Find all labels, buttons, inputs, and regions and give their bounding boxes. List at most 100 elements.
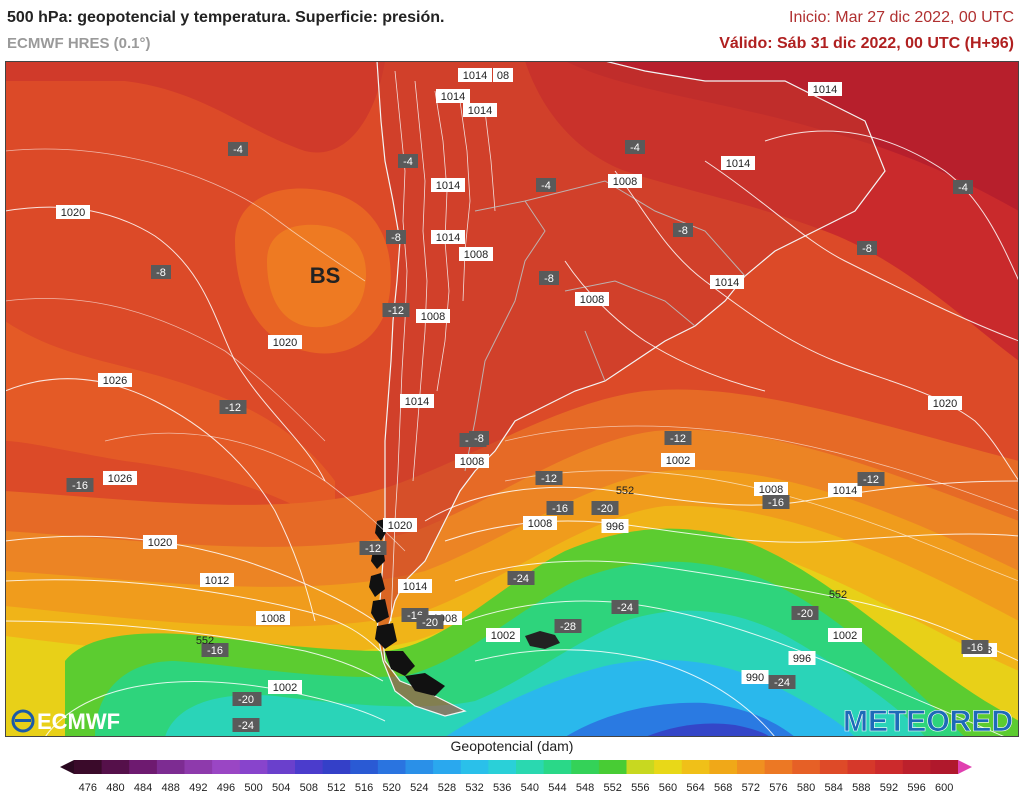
temperature-label-box [961,640,989,654]
temperature-label: -28 [560,621,576,633]
scale-tick-label: 492 [189,782,207,794]
temperature-label: -4 [630,142,640,154]
map-canvas: BS 1014 081014101410141014100810141020101… [5,61,1019,737]
temperature-label: -24 [238,720,254,732]
scale-swatch [350,760,379,774]
pressure-label: 1008 [421,311,445,323]
pressure-label: 1014 [463,70,487,82]
temperature-label-box [416,615,444,629]
temperature-label: -16 [768,497,784,509]
temperature-label: -4 [958,182,968,194]
temperature-label-box [66,478,94,492]
scale-tick-label: 480 [106,782,124,794]
temperature-label-box [673,223,693,237]
pressure-label: 1014 [833,485,857,497]
scale-tick-label: 588 [852,782,870,794]
scale-swatch [322,760,351,774]
temperature-label-box [232,718,260,732]
scale-swatch [156,760,185,774]
pressure-label: 1008 [528,518,552,530]
pressure-label-box [200,573,234,587]
temperature-label-box [386,230,406,244]
pressure-label: 1012 [205,575,229,587]
south-america-landmass [376,61,886,717]
scale-swatch [433,760,462,774]
scale-tick-label: 512 [327,782,345,794]
pressure-label-box [98,373,132,387]
temperature-label: -16 [967,642,983,654]
scale-tick-label: 576 [769,782,787,794]
contour-labels: 552 552 552 [196,485,847,647]
scale-swatch [902,760,931,774]
band-592 [565,61,1019,211]
temperature-label: -8 [391,232,401,244]
pressure-label: 1020 [933,398,957,410]
pressure-label: 1020 [148,537,172,549]
header: 500 hPa: geopotencial y temperatura. Sup… [0,0,1024,60]
pressure-label: 1014 [441,91,465,103]
pressure-label-box [103,471,137,485]
temperature-label: -8 [544,273,554,285]
temperature-label: -4 [403,156,413,168]
temperature-label-box [539,271,559,285]
pressure-label-box [754,482,788,496]
falkland-islands [525,631,560,649]
temperature-label: -20 [238,694,254,706]
pressure-label-box [383,518,417,532]
pressure-label: 1014 [436,232,460,244]
pressure-label: 1014 [436,180,460,192]
pressure-label-box [486,628,520,642]
pressure-label: 1014 [715,277,739,289]
pressure-label: 996 [606,521,624,533]
cutoff-low-label: BS [310,263,341,288]
temperature-label-box [591,501,619,515]
pressure-label: 1020 [388,520,412,532]
isobars [5,130,1019,737]
temperature-label: -4 [541,180,551,192]
map-title: 500 hPa: geopotencial y temperatura. Sup… [7,9,445,26]
scale-swatch [129,760,158,774]
contour-552-label: 552 [196,635,214,647]
scale-swatch [239,760,268,774]
pressure-label: 1002 [491,630,515,642]
scale-swatch [847,760,876,774]
temperature-label-box [359,541,387,555]
temperature-label-box [201,643,229,657]
scale-tick-label: 596 [907,782,925,794]
valid-time: Válido: Sáb 31 dic 2022, 00 UTC (H+96) [719,35,1014,52]
temperature-label-box [382,303,410,317]
pressure-label-box [431,230,465,244]
temperature-label: -16 [207,645,223,657]
temperature-label: -12 [863,474,879,486]
pressure-label: 1008 [464,249,488,261]
pressure-label-box [828,628,862,642]
temperature-labels: -4 -4 -4 -4 -4 -8 -8 -8 -8 -8 -12 -12 -12 -8 -12 -12 -12… [66,140,989,732]
scale-swatch [819,760,848,774]
scale-swatch [460,760,489,774]
band-512 [645,723,770,737]
scale-tick-label: 560 [659,782,677,794]
scale-tick-label: 516 [355,782,373,794]
pressure-label: 1008 [759,484,783,496]
pressure-label: 990 [746,672,764,684]
temperature-label-box [857,241,877,255]
pressure-label-box [661,453,695,467]
pressure-label-box [436,89,470,103]
pressure-label-box [828,483,862,497]
scale-swatch [875,760,904,774]
pressure-label-box [398,579,432,593]
scale-swatch [295,760,324,774]
map-frame [5,61,1019,737]
scale-swatch [488,760,517,774]
temperature-label: -20 [797,608,813,620]
pressure-label-box [463,103,497,117]
pressure-label: 1008 [580,294,604,306]
scale-end-left [60,760,74,774]
temperature-label-box [625,140,645,154]
temperature-label-box [664,431,692,445]
pressure-label: 1014 [403,581,427,593]
pressure-label: 996 [793,653,811,665]
ecmwf-icon [11,709,35,733]
scale-swatch [626,760,655,774]
weather-map: BS 1014 08 1014 1014 1014 1014 1008 1014 1020 101… [5,61,1019,737]
